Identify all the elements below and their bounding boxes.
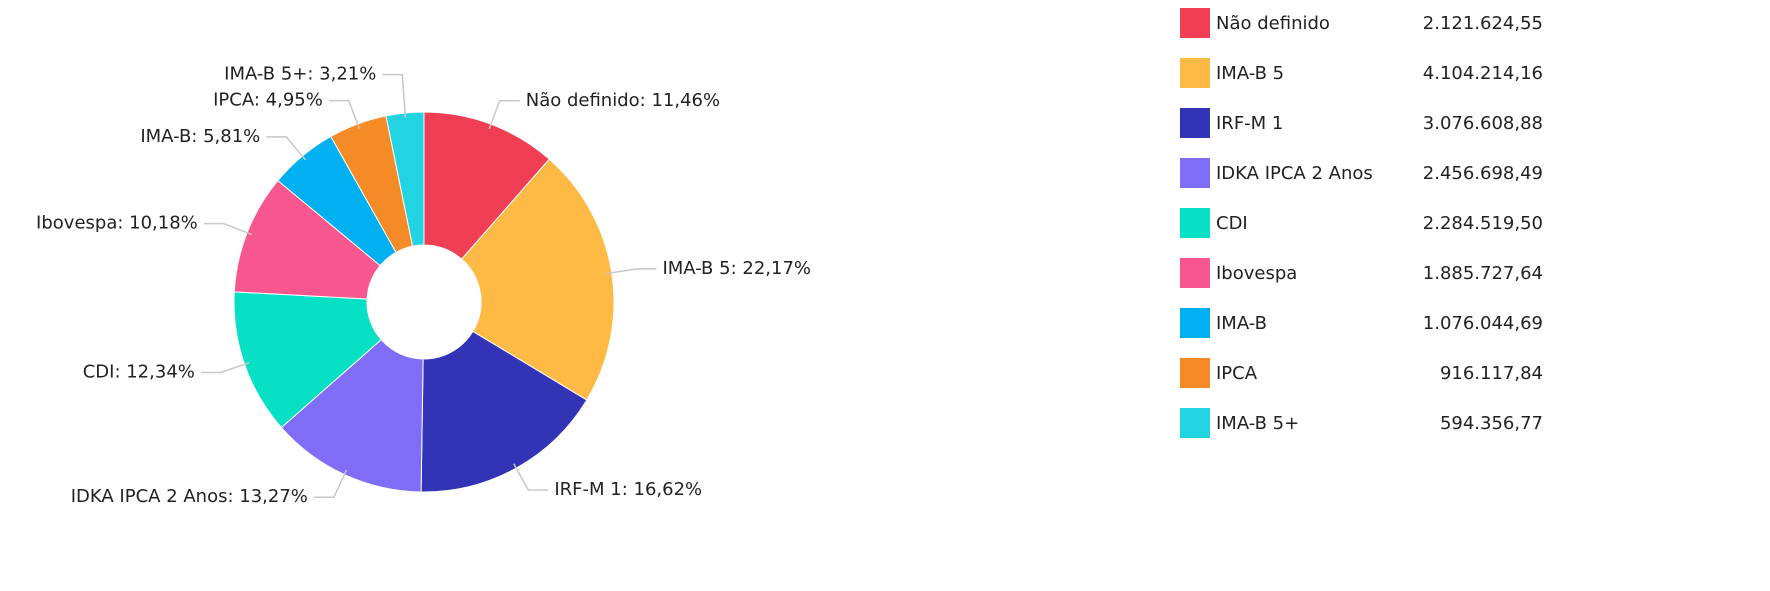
slice (280, 338, 424, 493)
legend-swatch (1180, 158, 1210, 188)
slice-label-name: IMA-B 5+ (224, 64, 307, 85)
slice (233, 179, 381, 300)
slice-label-value: 10,18% (129, 213, 198, 234)
slice-label-value: 5,81% (203, 126, 260, 147)
legend-swatch (1180, 358, 1210, 388)
slice-label: IDKA IPCA 2 Anos: 13,27% (71, 486, 308, 507)
slice-label-value: 12,34% (126, 361, 195, 382)
leader-line (313, 469, 348, 498)
slice-label-name: IDKA IPCA 2 Anos (71, 486, 228, 507)
legend-swatch (1180, 108, 1210, 138)
slice-label-name: Não definido (526, 90, 640, 111)
leader-line (513, 463, 549, 491)
legend-swatch (1180, 208, 1210, 238)
slice-label-sep: : (640, 90, 652, 111)
slice-label-name: IMA-B 5 (662, 258, 730, 279)
slice-label-name: IMA-B (140, 126, 191, 147)
legend-amount: 2.284.519,50 (1423, 213, 1543, 234)
slice-label-name: IPCA (213, 90, 255, 111)
legend-swatch (1180, 308, 1210, 338)
legend-label: Ibovespa (1216, 263, 1297, 284)
leader-line (266, 136, 307, 161)
legend-label: IRF-M 1 (1216, 113, 1283, 134)
slice-label-value: 3,21% (319, 64, 376, 85)
slice-label-sep: : (191, 126, 203, 147)
slice-label: IPCA: 4,95% (213, 90, 323, 111)
legend-amount: 2.456.698,49 (1423, 163, 1543, 184)
legend-amount: 1.076.044,69 (1423, 313, 1543, 334)
slice-label-sep: : (731, 258, 743, 279)
legend-amount: 1.885.727,64 (1423, 263, 1543, 284)
slice (423, 111, 550, 260)
legend-label: IMA-B 5 (1216, 63, 1284, 84)
slice-label-value: 11,46% (651, 90, 720, 111)
slice (460, 158, 615, 401)
slice-label-value: 16,62% (634, 479, 703, 500)
slice-label-sep: : (227, 486, 239, 507)
slice (385, 111, 425, 247)
slice-label-sep: : (307, 64, 319, 85)
leader-line (328, 99, 361, 129)
slice-label: IMA-B: 5,81% (140, 126, 260, 147)
slice-label-name: CDI (83, 361, 115, 382)
leader-line (382, 73, 407, 118)
slice (233, 291, 382, 429)
slice (420, 330, 588, 493)
slice-label-sep: : (254, 90, 266, 111)
legend-amount: 3.076.608,88 (1423, 113, 1543, 134)
slice-label: IMA-B 5+: 3,21% (224, 64, 376, 85)
legend-label: IDKA IPCA 2 Anos (1216, 163, 1373, 184)
slice-label-sep: : (117, 213, 129, 234)
slice-label-sep: : (114, 361, 126, 382)
legend-label: IPCA (1216, 363, 1258, 384)
slice-label-value: 22,17% (742, 258, 811, 279)
legend-swatch (1180, 8, 1210, 38)
legend-label: IMA-B (1216, 313, 1267, 334)
leader-line (203, 222, 253, 236)
legend-label: Não definido (1216, 13, 1330, 34)
legend-swatch (1180, 408, 1210, 438)
slice-label: IMA-B 5: 22,17% (662, 258, 811, 279)
slice-label: IRF-M 1: 16,62% (554, 479, 702, 500)
slice-label-name: IRF-M 1 (554, 479, 621, 500)
leader-line (200, 361, 250, 374)
legend-swatch (1180, 258, 1210, 288)
legend-label: CDI (1216, 213, 1248, 234)
legend-amount: 2.121.624,55 (1423, 13, 1543, 34)
leader-line (488, 100, 520, 130)
legend-label: IMA-B 5+ (1216, 413, 1299, 434)
legend-amount: 594.356,77 (1440, 413, 1543, 434)
slice-label: Não definido: 11,46% (526, 90, 720, 111)
slice-label-name: Ibovespa (36, 213, 117, 234)
slice-label-value: 13,27% (239, 486, 308, 507)
leader-line (606, 268, 657, 275)
slice-label: Ibovespa: 10,18% (36, 213, 198, 234)
slice-label: CDI: 12,34% (83, 361, 195, 382)
legend-swatch (1180, 58, 1210, 88)
legend-amount: 916.117,84 (1440, 363, 1543, 384)
slice-label-sep: : (622, 479, 634, 500)
slice-label-value: 4,95% (266, 90, 323, 111)
legend-amount: 4.104.214,16 (1423, 63, 1543, 84)
